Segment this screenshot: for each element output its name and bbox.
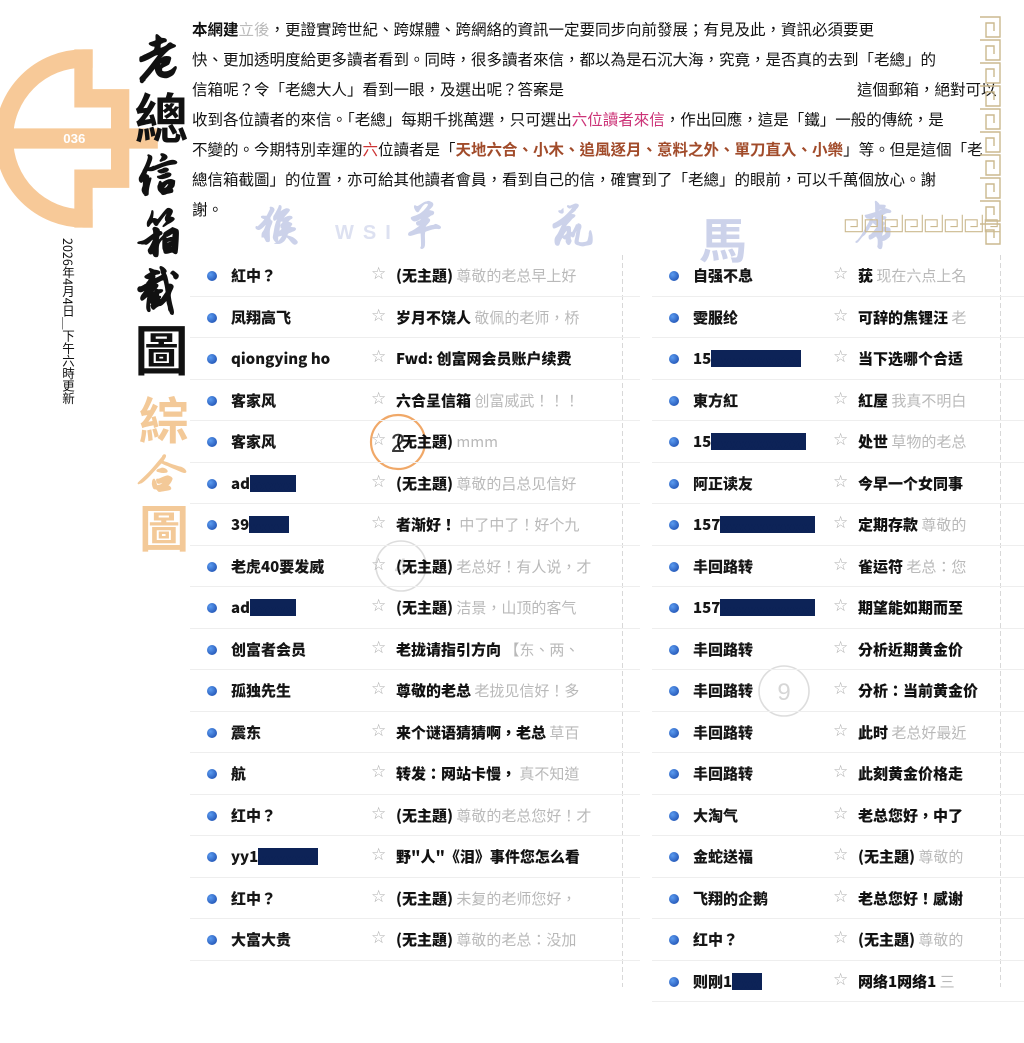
svg-text:036: 036 [63,131,85,146]
